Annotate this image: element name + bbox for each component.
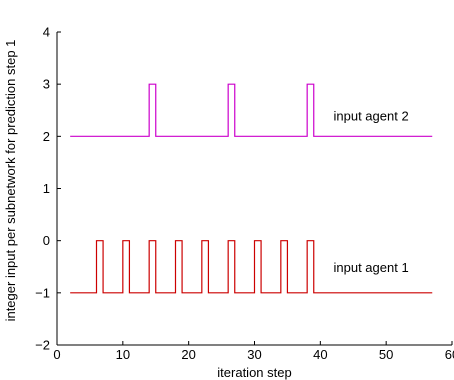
series-line-2 [70,83,433,137]
annotations: input agent 2 input agent 1 [334,109,409,275]
y-tick-label: 1 [43,181,50,196]
annotation-label: input agent 2 [334,109,409,124]
x-tick-label: 60 [445,347,454,362]
y-tick-label: −1 [35,285,50,300]
series-line-1 [70,240,433,294]
y-tick-label: 0 [43,233,50,248]
x-axis-title: iteration step [217,365,291,380]
x-tick-label: 30 [247,347,261,362]
y-tick-label: 2 [43,129,50,144]
y-tick-label: 3 [43,77,50,92]
x-tick-label: 50 [379,347,393,362]
y-tick-label: −2 [35,338,50,353]
series-layer [70,83,433,294]
x-tick-label: 20 [181,347,195,362]
axes: −2−1012340102030405060 [35,25,454,363]
x-tick-label: 40 [313,347,327,362]
y-tick-label: 4 [43,25,50,40]
x-tick-label: 10 [116,347,130,362]
annotation-label: input agent 1 [334,260,409,275]
y-axis-title: integer input per subnetwork for predict… [3,40,18,322]
x-tick-label: 0 [53,347,60,362]
